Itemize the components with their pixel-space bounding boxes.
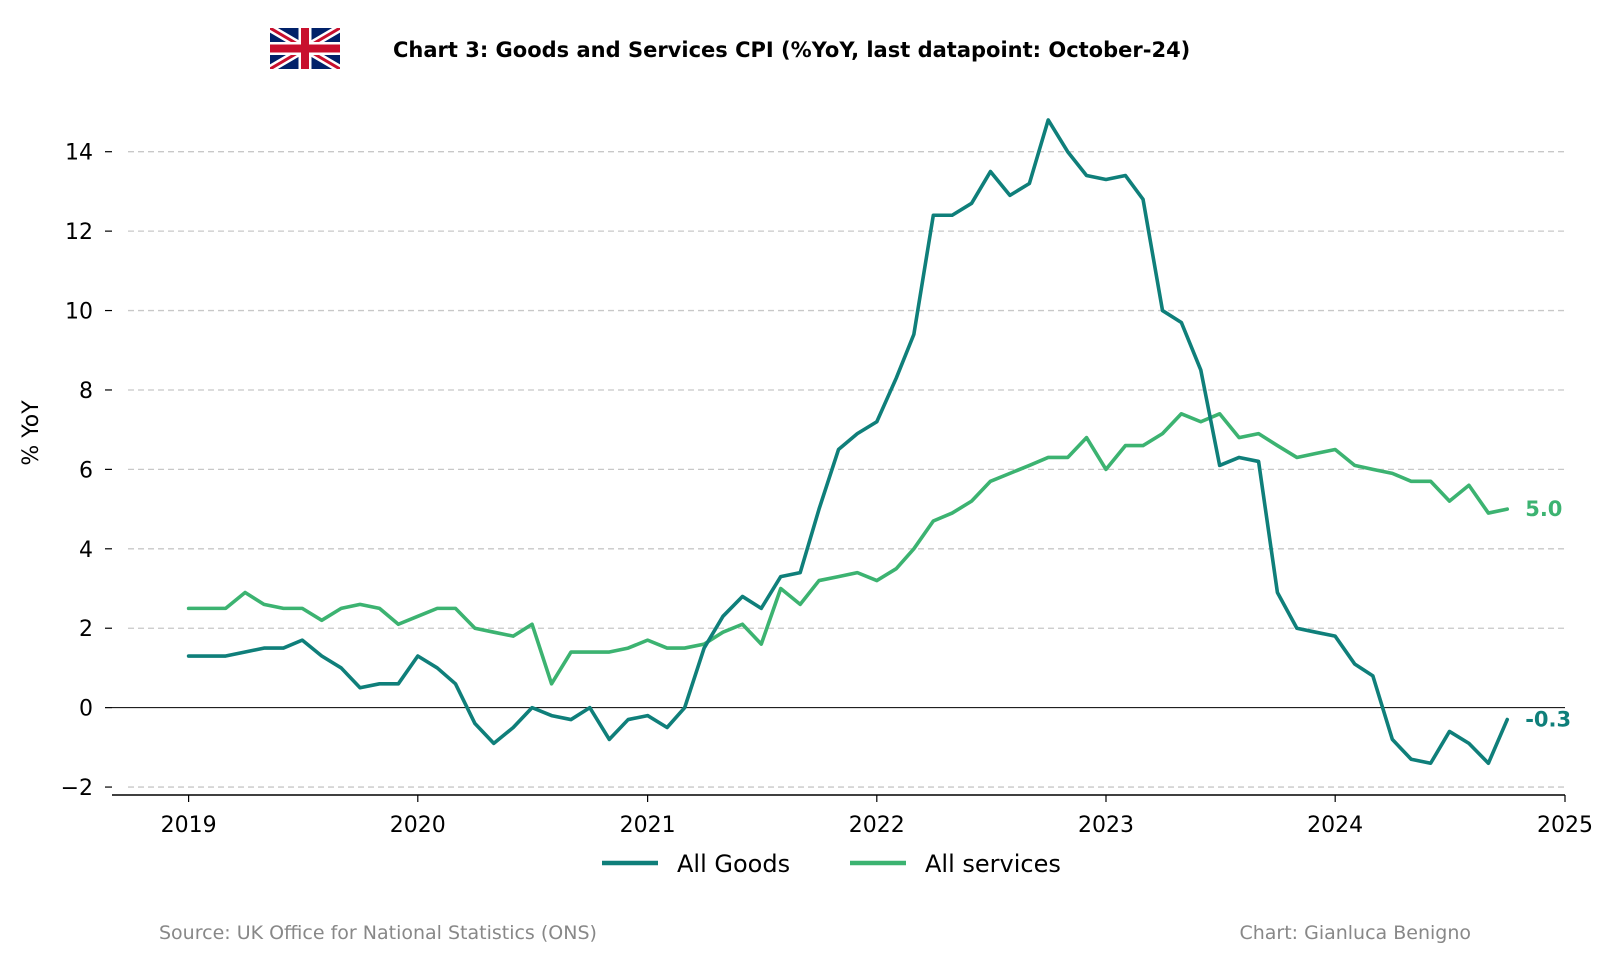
x-tick-label: 2019 xyxy=(161,813,217,838)
legend: All Goods All services xyxy=(602,850,1061,878)
end-labels: 5.0 -0.3 xyxy=(1525,497,1571,731)
grid-lines xyxy=(128,151,1565,788)
y-tick-label: 14 xyxy=(65,141,93,166)
chart-title: Chart 3: Goods and Services CPI (%YoY, l… xyxy=(393,38,1190,62)
x-tick-label: 2025 xyxy=(1537,813,1593,838)
x-tick-label: 2022 xyxy=(849,813,905,838)
x-tick-label: 2024 xyxy=(1307,813,1363,838)
end-label-services: 5.0 xyxy=(1525,497,1562,521)
chart-credit: Chart: Gianluca Benigno xyxy=(1239,922,1471,944)
legend-label-goods: All Goods xyxy=(677,850,790,878)
y-tick-label: 0 xyxy=(79,697,93,722)
y-tick-label: 10 xyxy=(65,300,93,325)
y-tick-label: 2 xyxy=(79,617,93,642)
legend-label-services: All services xyxy=(925,850,1061,878)
end-label-goods: -0.3 xyxy=(1525,708,1571,732)
y-tick-label: 6 xyxy=(79,458,93,483)
y-axis-label: % YoY xyxy=(19,400,44,466)
y-tick-label: 8 xyxy=(79,379,93,404)
union-jack-flag-icon xyxy=(270,28,340,69)
series-lines xyxy=(186,118,1510,766)
y-axis-ticks: −2 0 2 4 6 8 10 12 14 xyxy=(61,141,112,801)
source-note: Source: UK Office for National Statistic… xyxy=(159,922,597,944)
x-tick-label: 2023 xyxy=(1078,813,1134,838)
x-axis-ticks: 2019 2020 2021 2022 2023 2024 2025 xyxy=(161,795,1593,838)
x-tick-label: 2021 xyxy=(620,813,676,838)
series-line-services xyxy=(186,411,1510,686)
y-tick-label: 4 xyxy=(79,538,93,563)
x-tick-label: 2020 xyxy=(390,813,446,838)
y-tick-label: −2 xyxy=(61,776,93,801)
y-tick-label: 12 xyxy=(65,220,93,245)
series-line-goods xyxy=(186,118,1510,766)
